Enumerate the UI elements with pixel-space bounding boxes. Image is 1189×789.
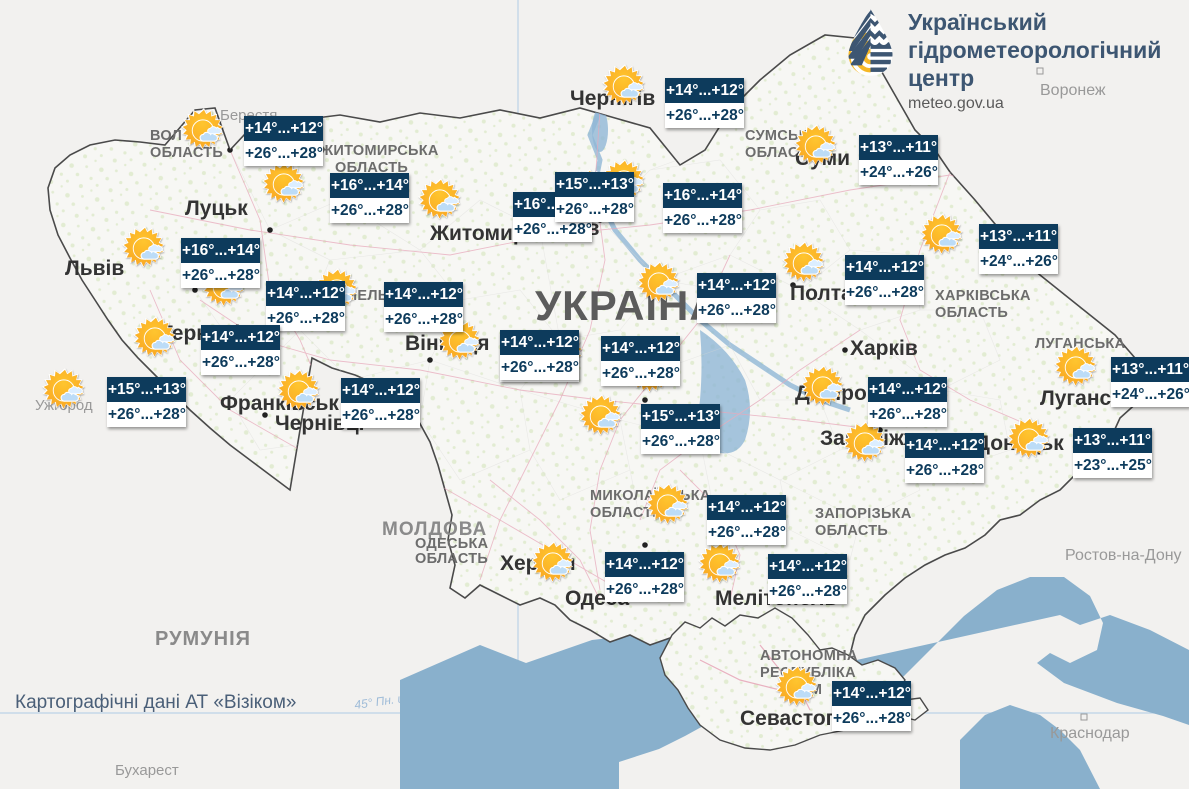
svg-text:Краснодар: Краснодар <box>1050 725 1130 742</box>
svg-text:РУМУНІЯ: РУМУНІЯ <box>155 628 251 650</box>
svg-text:центр: центр <box>908 65 974 91</box>
svg-text:Картографічні дані АТ «Візіком: Картографічні дані АТ «Візіком» <box>15 692 296 713</box>
svg-text:ОБЛАСТЬ: ОБЛАСТЬ <box>150 145 223 161</box>
svg-text:Луцьк: Луцьк <box>185 197 248 220</box>
svg-text:ЛУГАНСЬКА: ЛУГАНСЬКА <box>1035 336 1126 352</box>
svg-text:ХАРКІВСЬКА: ХАРКІВСЬКА <box>935 288 1031 304</box>
svg-text:ЗАПОРІЗЬКА: ЗАПОРІЗЬКА <box>815 506 912 522</box>
svg-text:ОБЛАСТЬ: ОБЛАСТЬ <box>415 551 488 567</box>
svg-text:Бухарест: Бухарест <box>115 762 179 779</box>
svg-text:Харків: Харків <box>850 337 918 360</box>
svg-text:Український: Український <box>908 9 1047 35</box>
svg-text:ОДЕСЬКА: ОДЕСЬКА <box>415 536 489 552</box>
svg-text:ВОЛ: ВОЛ <box>150 128 182 144</box>
svg-text:meteo.gov.ua: meteo.gov.ua <box>908 95 1004 112</box>
svg-text:ОБЛАСТЬ: ОБЛАСТЬ <box>935 305 1008 321</box>
svg-text:Ростов-на-Дону: Ростов-на-Дону <box>1065 547 1182 564</box>
svg-text:Житомир: Житомир <box>429 222 526 245</box>
svg-text:Львів: Львів <box>65 257 124 280</box>
svg-text:ЖИТОМИРСЬКА: ЖИТОМИРСЬКА <box>319 143 439 159</box>
svg-text:АВТОНОМНА: АВТОНОМНА <box>760 648 858 664</box>
svg-text:УКРАЇНА: УКРАЇНА <box>535 282 721 329</box>
svg-text:гідрометеорологічний: гідрометеорологічний <box>908 37 1161 63</box>
svg-text:Воронеж: Воронеж <box>1040 82 1106 99</box>
svg-text:ОБЛАСТЬ: ОБЛАСТЬ <box>815 523 888 539</box>
